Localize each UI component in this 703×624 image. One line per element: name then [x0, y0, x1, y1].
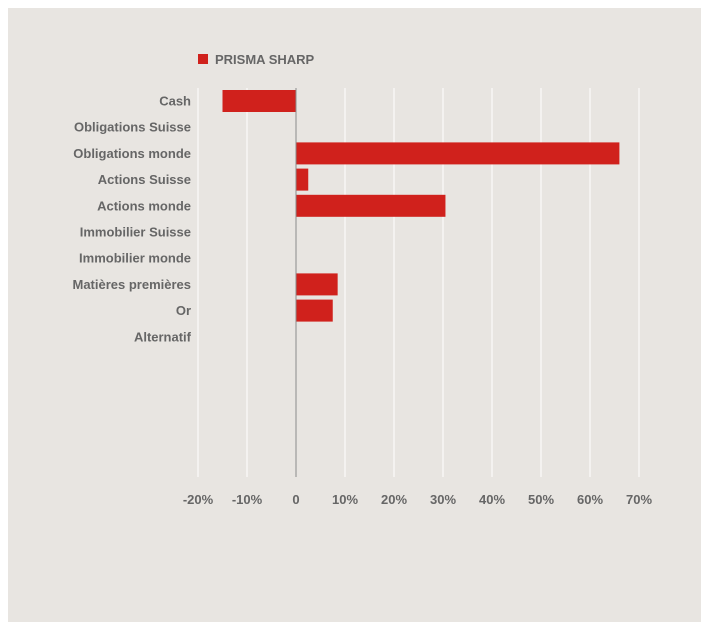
bar	[222, 90, 296, 112]
category-label: Immobilier Suisse	[80, 225, 191, 240]
x-tick-label: 60%	[577, 492, 603, 507]
bar	[296, 299, 333, 322]
category-label: Or	[176, 303, 191, 318]
legend: PRISMA SHARP	[198, 52, 315, 67]
x-tick-label: -20%	[183, 492, 214, 507]
category-label: Immobilier monde	[79, 251, 191, 266]
category-label: Cash	[159, 94, 191, 109]
category-label: Obligations Suisse	[74, 120, 191, 135]
bar	[296, 273, 338, 296]
x-tick-label: -10%	[232, 492, 263, 507]
x-tick-label: 10%	[332, 492, 358, 507]
bar	[296, 194, 446, 217]
legend-label: PRISMA SHARP	[215, 52, 315, 67]
x-tick-labels: -20% -10% 0 10% 20% 30% 40% 50% 60% 70%	[183, 492, 653, 507]
bar	[296, 168, 309, 191]
category-labels: Cash Obligations Suisse Obligations monde A…	[72, 94, 191, 345]
x-tick-label: 20%	[381, 492, 407, 507]
category-label: Obligations monde	[73, 146, 191, 161]
x-tick-label: 30%	[430, 492, 456, 507]
x-tick-label: 70%	[626, 492, 652, 507]
bar	[296, 142, 620, 165]
category-label: Alternatif	[134, 329, 192, 344]
category-label: Actions monde	[97, 198, 191, 213]
bars	[222, 90, 620, 322]
category-label: Actions Suisse	[98, 172, 191, 187]
legend-swatch	[198, 54, 208, 64]
x-tick-label: 50%	[528, 492, 554, 507]
category-label: Matières premières	[72, 277, 191, 292]
x-tick-label: 0	[292, 492, 299, 507]
chart-panel	[8, 8, 701, 622]
x-tick-label: 40%	[479, 492, 505, 507]
